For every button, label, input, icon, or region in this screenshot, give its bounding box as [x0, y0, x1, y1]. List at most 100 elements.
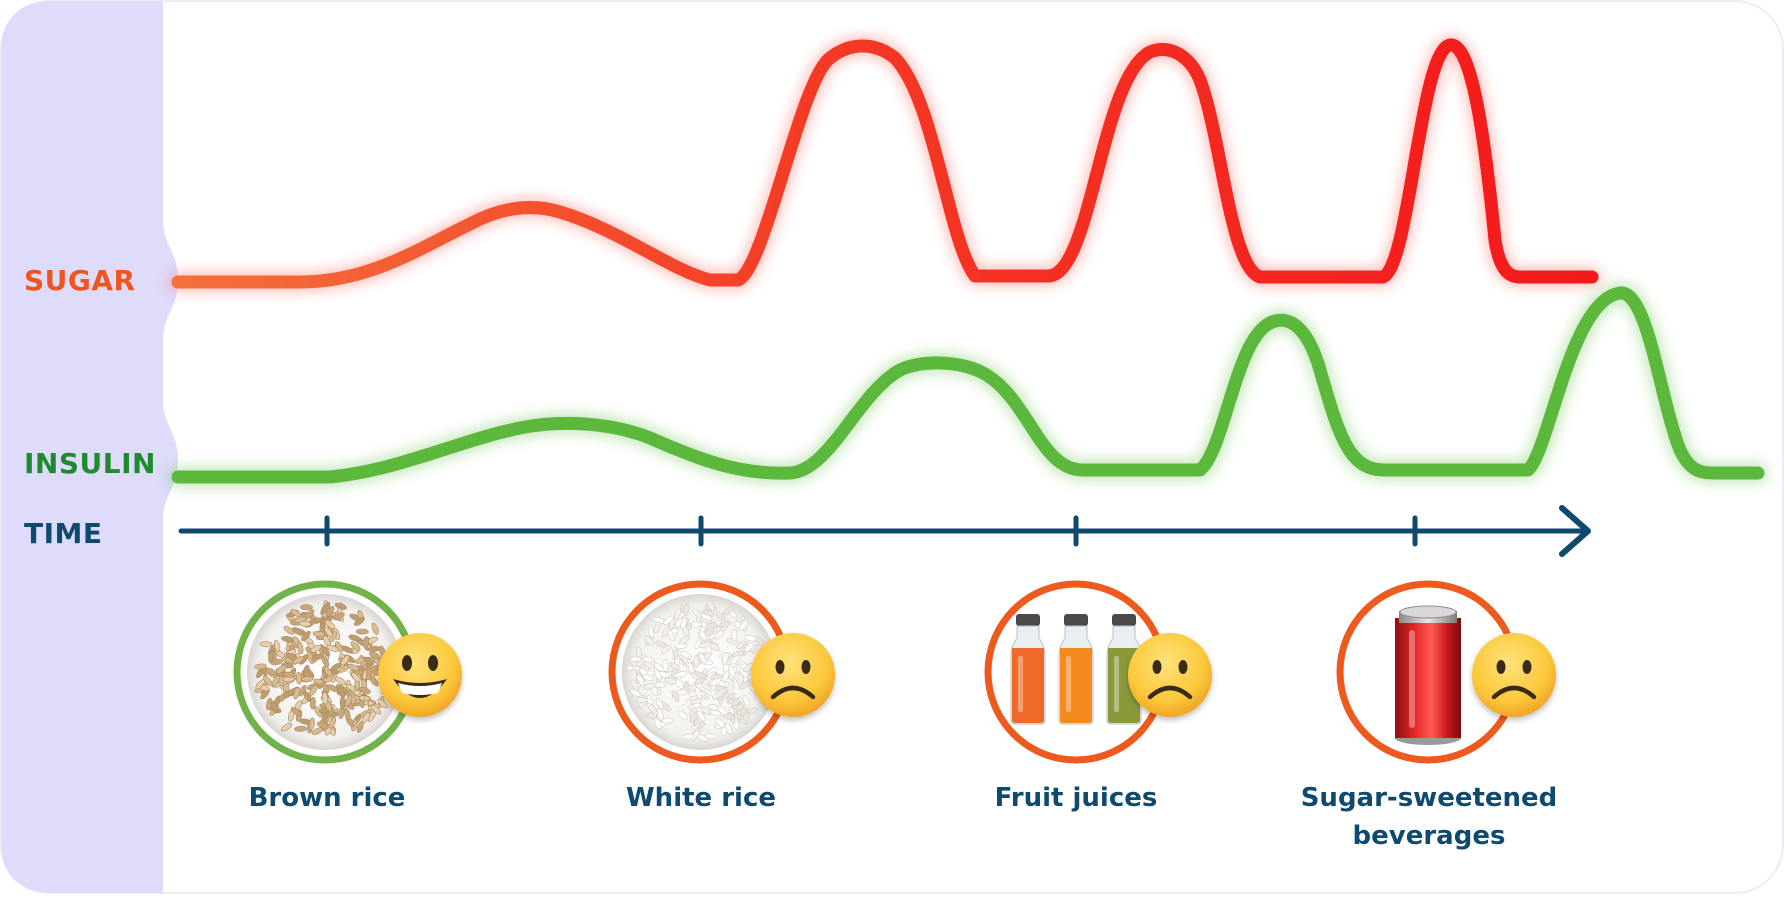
face-disc [1472, 633, 1556, 717]
bottle-cap [1064, 614, 1088, 626]
time-axis-arrowhead [1559, 505, 1591, 557]
face-eye [1522, 660, 1532, 674]
bottle-cap [1112, 614, 1136, 626]
food-item-brown-rice-bowl [233, 580, 462, 764]
rice-grain [696, 710, 706, 722]
frowning-face-icon [1128, 633, 1212, 717]
rice-grain [636, 674, 645, 686]
rice-grain [263, 675, 273, 686]
grinning-face-icon [378, 633, 462, 717]
rice-grain [646, 702, 657, 713]
rice-grain [682, 733, 695, 740]
face-eye [1152, 660, 1162, 674]
sugar-label: SUGAR [24, 264, 136, 297]
rice-grain [339, 696, 346, 710]
rice-grain [664, 677, 677, 684]
rice-grain [341, 645, 354, 654]
rice-grain [677, 710, 689, 721]
rice-grain [344, 707, 351, 721]
rice-grain [683, 603, 690, 617]
rice-grain [674, 678, 684, 690]
rice-grain [653, 621, 661, 634]
label-panel [1, 1, 178, 893]
rice-grain [303, 690, 312, 702]
rice-grain [290, 707, 302, 717]
rice-grain [629, 689, 642, 697]
rice-grain [293, 687, 300, 700]
rice-grain [722, 670, 730, 683]
rice-grain [636, 697, 649, 704]
rice-grain [644, 635, 654, 646]
rice-grain [311, 653, 324, 661]
rice-grain [643, 683, 656, 690]
rice-grain [681, 704, 691, 715]
rice-grain [309, 696, 316, 710]
rice-grain [647, 625, 655, 638]
food-label-fruit-juices: Fruit juices [994, 783, 1158, 813]
rice-grain [348, 634, 361, 642]
can-highlight [1409, 630, 1415, 728]
rice-grain [332, 612, 345, 620]
time-label: TIME [24, 517, 103, 550]
curves-layer [168, 36, 1768, 487]
rice-grain [259, 641, 273, 648]
face-mouth [1491, 685, 1537, 700]
bottle-cap [1016, 614, 1040, 626]
rice-grain [323, 665, 333, 677]
frowning-face-icon [751, 633, 835, 717]
rice-grain [661, 644, 672, 655]
face-mouth [770, 685, 816, 700]
face-eye [1178, 660, 1188, 674]
insulin-curve [171, 286, 1765, 484]
rice-grain [324, 619, 336, 630]
rice-grain [336, 684, 348, 693]
rice-grain [742, 695, 751, 707]
food-label-brown-rice: Brown rice [248, 783, 406, 813]
rice-grain [674, 643, 688, 649]
rice-grain [717, 706, 728, 716]
rice-grain [363, 656, 375, 666]
rice-grain [642, 674, 655, 681]
rice-grain [354, 617, 365, 626]
rice-grain [334, 676, 346, 686]
rice-grain [663, 615, 674, 625]
rice-grain [693, 655, 700, 668]
rice-grain [363, 636, 370, 649]
rice-grain [728, 665, 736, 678]
rice-grain [700, 613, 713, 621]
foods-layer [233, 580, 1556, 764]
rice-grain [672, 648, 679, 661]
face-eye [801, 660, 811, 674]
rice-grain [300, 604, 313, 611]
rice-grain [705, 622, 718, 630]
rice-grain [268, 650, 275, 664]
rice-grain [295, 671, 302, 685]
can-lid [1399, 605, 1457, 619]
rice-grain [738, 619, 749, 631]
food-label-sugar-sweetened-beverages: Sugar-sweetened beverages [1300, 783, 1558, 851]
rice-grain [281, 722, 293, 732]
rice-grain [674, 671, 687, 678]
face-disc [1128, 633, 1212, 717]
frowning-face-icon [1472, 633, 1556, 717]
bottle-juice [1060, 648, 1092, 723]
rice-grain [370, 705, 382, 715]
rice-grain [709, 678, 722, 686]
food-item-white-rice-bowl [608, 580, 835, 764]
face-disc [378, 633, 462, 717]
bottle-highlight [1066, 656, 1071, 712]
rice-grain [730, 654, 741, 665]
rice-grain [653, 668, 662, 681]
rice-grain [326, 644, 339, 652]
rice-grain [310, 644, 322, 653]
rice-grain [723, 606, 734, 616]
rice-grain [350, 641, 361, 652]
rice-grain [327, 684, 339, 693]
rice-grain [671, 690, 680, 702]
rice-grain [316, 721, 329, 730]
rice-grain [254, 663, 267, 670]
rice-grain [655, 698, 664, 710]
rice-grain [292, 656, 305, 665]
